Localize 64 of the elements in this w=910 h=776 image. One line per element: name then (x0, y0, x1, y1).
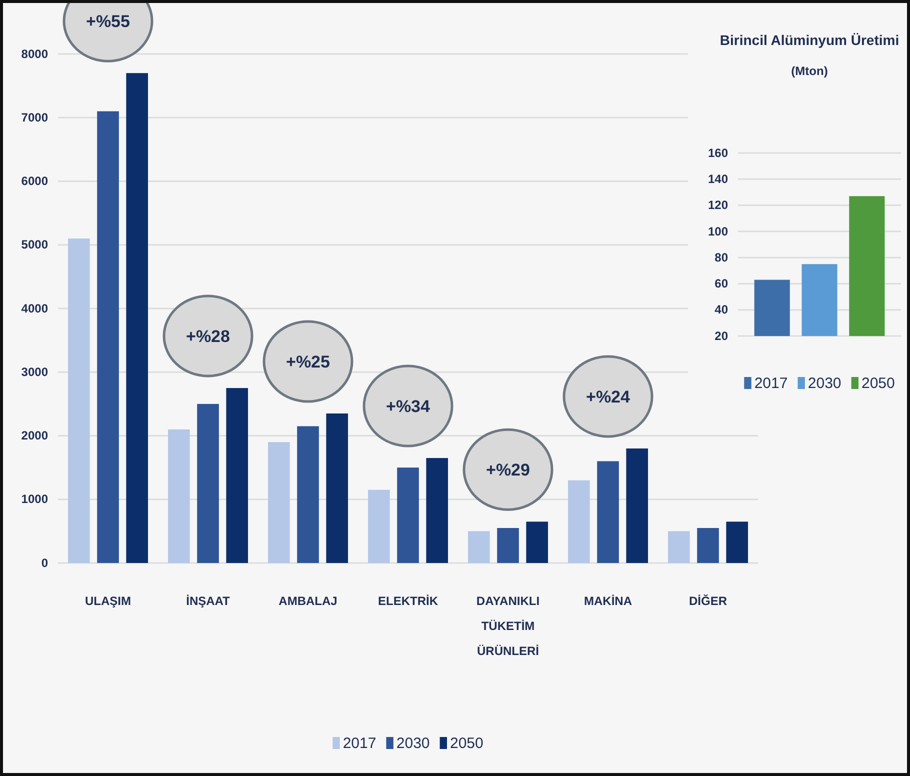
y-tick-label: 1000 (21, 492, 48, 506)
y-tick-label: 7000 (21, 110, 48, 124)
x-tick-label: DİĞER (688, 594, 728, 608)
bar (268, 442, 290, 563)
x-tick-label: DAYANIKLI TÜKETİM ÜRÜNLERİ (476, 594, 540, 658)
circle-badge: +%24 (562, 355, 654, 438)
bar (397, 468, 419, 563)
y-tick-label: 140 (708, 172, 728, 186)
chart-subtitle: (Mton) (791, 64, 828, 78)
y-tick-label: 4000 (21, 301, 48, 316)
legend-label: 2017 (342, 735, 376, 752)
chart-title: Birincil Alüminyum Üretimi (720, 32, 900, 48)
bar (368, 490, 390, 563)
circle-badge: +%25 (262, 320, 354, 403)
bar (126, 73, 148, 563)
x-tick-label: AMBALAJ (278, 594, 338, 608)
annotation: +%24 (586, 387, 631, 406)
y-tick-label: 100 (708, 224, 728, 238)
x-tick-label: İNŞAAT (186, 594, 231, 608)
legend-label: 2050 (861, 375, 895, 392)
bar (468, 531, 490, 563)
y-tick-label: 120 (708, 198, 728, 212)
y-tick-label: 160 (708, 146, 728, 160)
bar (597, 461, 619, 563)
circle-badge: +%29 (462, 428, 554, 511)
circle-badge: +%28 (162, 294, 254, 378)
annotation: +%25 (286, 352, 330, 372)
legend-label: 2017 (754, 375, 788, 392)
bar (226, 388, 248, 563)
legend-label: 2050 (450, 735, 484, 752)
bar (626, 448, 648, 563)
legend-label: 2030 (396, 735, 430, 752)
y-tick-label: 2000 (21, 428, 48, 443)
bar (297, 426, 319, 563)
bar (568, 480, 590, 563)
legend-label: 2030 (808, 375, 842, 392)
x-tick-label: ULAŞIM (85, 594, 131, 608)
bar (697, 528, 719, 563)
bar (68, 238, 90, 563)
bar (168, 429, 190, 563)
y-tick-label: 6000 (21, 174, 48, 188)
y-tick-label: 3000 (21, 364, 48, 379)
bar (726, 522, 748, 563)
y-tick-label: 60 (714, 276, 728, 291)
bar (526, 522, 548, 563)
annotation: +%29 (486, 460, 530, 480)
x-tick-label: MAKİNA (584, 594, 632, 608)
y-tick-label: 0 (41, 556, 48, 570)
bar (497, 528, 519, 563)
annotation: +%34 (386, 397, 431, 416)
bar (97, 111, 119, 563)
annotation: +%28 (186, 327, 230, 346)
bar (326, 413, 348, 563)
bar (197, 404, 219, 563)
bar (668, 531, 690, 563)
bar (426, 458, 448, 563)
y-tick-label: 40 (714, 302, 728, 317)
y-tick-label: 80 (714, 250, 728, 264)
y-tick-label: 20 (714, 328, 728, 343)
x-tick-label: ELEKTRİK (378, 594, 438, 608)
circle-badge: +%34 (362, 364, 454, 448)
y-tick-label: 5000 (21, 238, 48, 252)
circle-badge: +%55 (62, 3, 154, 62)
y-tick-label: 8000 (21, 46, 48, 61)
